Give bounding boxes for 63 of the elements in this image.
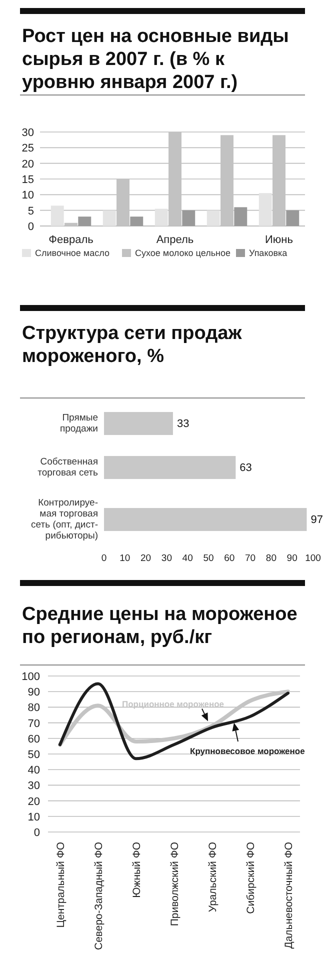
data-label: 97	[310, 514, 323, 526]
bar	[234, 207, 248, 226]
y-tick-label: Собственная торговая сеть	[38, 456, 98, 478]
x-tick-label: 50	[203, 553, 214, 564]
data-label: 63	[240, 462, 252, 474]
x-tick-label: 10	[120, 553, 130, 564]
x-tick-label: 40	[182, 553, 193, 564]
x-tick-label: Приволжский ФО	[169, 842, 181, 926]
x-tick-label: Сибирский ФО	[245, 842, 257, 914]
bar	[258, 193, 272, 226]
x-tick-label: 100	[305, 553, 321, 564]
y-tick-label: 90	[28, 686, 40, 699]
y-tick-label: 30	[28, 780, 40, 792]
legend-label: Сливочное масло	[35, 248, 110, 258]
x-tick-label: Южный ФО	[131, 842, 143, 898]
y-tick-label: 60	[28, 733, 40, 746]
data-label: 33	[176, 418, 190, 430]
y-tick-label: 100	[22, 671, 40, 683]
bar	[182, 210, 196, 226]
x-tick-label: Июнь	[265, 234, 294, 246]
bar	[130, 216, 144, 226]
y-tick-label: 5	[28, 205, 34, 218]
chart-title: Рост цен на основные виды сырья в 2007 г. (в % к уровню января 2007 г.)	[22, 26, 289, 93]
y-tick-label: 80	[28, 702, 40, 714]
chart-title: Средние цены на мороженое по регионам, руб./кг	[22, 604, 298, 648]
x-tick-label: 90	[286, 553, 298, 564]
y-tick-label: 20	[22, 158, 34, 170]
y-tick-label: 15	[22, 174, 34, 186]
x-tick-label: 30	[161, 553, 172, 564]
y-tick-label: Контролируе- мая торговая сеть (опт, дист- рибьюторы)	[31, 498, 98, 542]
x-tick-label: 80	[266, 553, 276, 564]
series-label: Порционное мороженое	[122, 699, 224, 710]
y-tick-label: 40	[28, 764, 40, 777]
y-tick-label: 0	[28, 221, 34, 233]
legend-label: Сухое молоко цельное	[135, 248, 230, 258]
y-tick-label: 25	[22, 142, 34, 155]
bar	[50, 206, 64, 226]
x-tick-label: Дальневосточный ФО	[283, 842, 295, 949]
x-tick-label: Центральный ФО	[55, 842, 67, 928]
chart-title: Структура сети продаж мороженого, %	[22, 323, 242, 367]
x-tick-label: 70	[245, 553, 256, 564]
bar	[154, 208, 168, 226]
bar	[206, 210, 220, 226]
y-tick-label: 70	[28, 718, 40, 730]
legend-label: Крупновесовое мороженое	[190, 746, 306, 756]
y-tick-label: 10	[22, 190, 34, 202]
bar	[102, 210, 116, 226]
x-tick-label: Северо-Западный ФО	[93, 842, 105, 950]
y-tick-label: Прямые продажи	[60, 412, 98, 434]
x-tick-label: 0	[101, 553, 107, 564]
x-tick-label: 20	[140, 553, 152, 564]
legend-label: Упаковка	[249, 248, 288, 258]
y-tick-label: 50	[28, 749, 40, 761]
bar	[78, 216, 92, 226]
bar	[286, 210, 300, 226]
x-tick-label: Уральский ФО	[207, 842, 219, 912]
x-tick-label: 60	[224, 553, 235, 564]
x-tick-label: Февраль	[48, 234, 94, 246]
x-tick-label: Апрель	[156, 234, 194, 246]
y-tick-label: 0	[34, 827, 40, 839]
y-tick-label: 30	[22, 127, 34, 139]
y-tick-label: 10	[28, 811, 40, 824]
y-tick-label: 20	[28, 796, 40, 808]
